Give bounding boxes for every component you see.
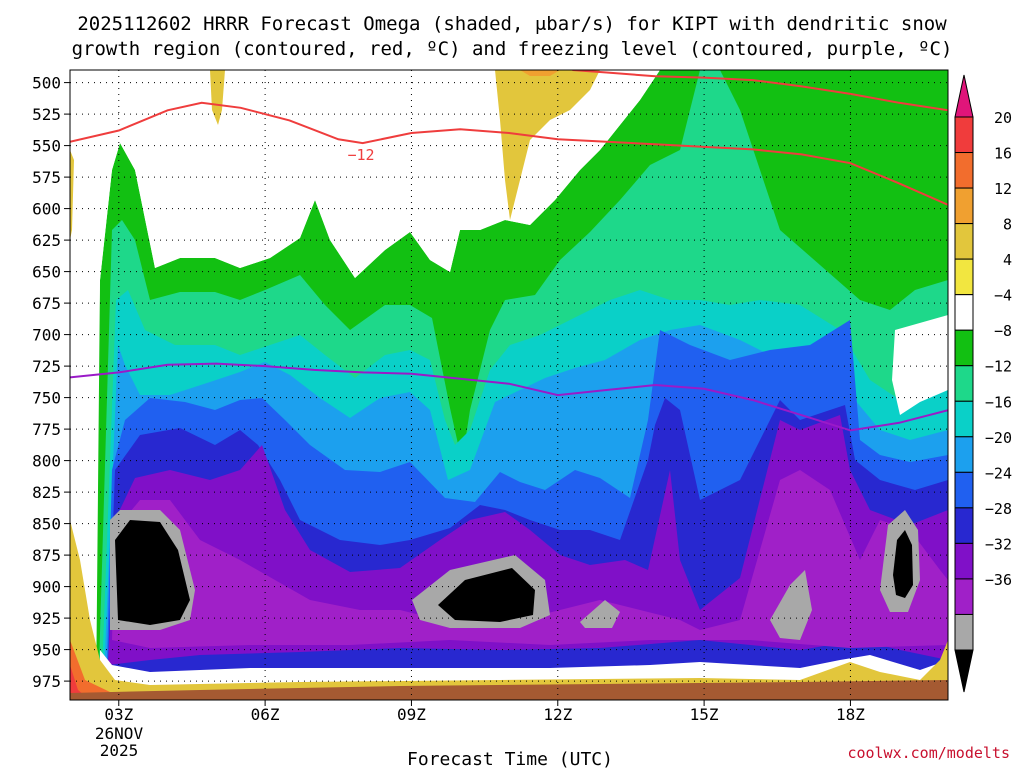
y-tick-label: 650 [32, 263, 61, 282]
chart-title-line2: growth region (contoured, red, ºC) and f… [72, 38, 953, 60]
omega-region-black-1 [115, 520, 190, 625]
colorbar-tick-label: 20 [994, 109, 1012, 127]
y-tick-label: 750 [32, 389, 61, 408]
omega-region-black-2 [438, 568, 535, 622]
omega-region-ground [70, 680, 948, 700]
colorbar-tick-label: −16 [985, 393, 1012, 411]
y-tick-label: 875 [32, 546, 61, 565]
y-tick-label: 525 [32, 105, 61, 124]
colorbar-tick-label: −12 [985, 358, 1012, 376]
colorbar-swatch [954, 152, 974, 189]
x-tick-label: 15Z [690, 705, 719, 724]
y-tick-label: 725 [32, 357, 61, 376]
colorbar-tick-label: −36 [985, 571, 1012, 589]
colorbar-tick-label: −24 [985, 464, 1012, 482]
omega-region-yellow-upper-2 [495, 70, 600, 220]
colorbar-swatch [954, 365, 974, 402]
omega-field [70, 70, 948, 700]
y-tick-label: 950 [32, 641, 61, 660]
colorbar-swatch [954, 471, 974, 509]
y-tick-label: 700 [32, 326, 61, 345]
colorbar-tick-label: −32 [985, 535, 1012, 553]
x-date-label-line1: 26NOV [95, 724, 144, 743]
colorbar-swatch [954, 400, 974, 438]
colorbar-tick-label: −8 [994, 322, 1012, 340]
colorbar-swatch [954, 223, 974, 260]
plot-frame [69, 69, 949, 701]
x-tick-label: 18Z [836, 705, 865, 724]
colorbar-swatch [954, 258, 974, 296]
chart-title-line1: 2025112602 HRRR Forecast Omega (shaded, … [77, 13, 947, 35]
contour-label-background [344, 145, 378, 163]
y-tick-label: 900 [32, 578, 61, 597]
y-tick-label: 625 [32, 231, 61, 250]
colorbar-tick-label: 16 [994, 145, 1012, 163]
colorbar-tick-label: 12 [994, 180, 1012, 198]
x-axis: 03Z 06Z 09Z 12Z 15Z 18Z [104, 700, 865, 724]
colorbar-swatch [954, 329, 974, 367]
omega-region-black-3 [893, 530, 913, 598]
omega-region-red-corner [70, 665, 90, 700]
y-tick-label: 925 [32, 609, 61, 628]
omega-region-white-right [892, 315, 948, 415]
y-tick-label: 850 [32, 515, 61, 534]
colorbar-bottom-arrow [954, 649, 974, 693]
omega-region-gray-4 [770, 570, 812, 640]
y-tick-label: 550 [32, 137, 61, 156]
y-tick-label: 575 [32, 168, 61, 187]
y-tick-label: 800 [32, 452, 61, 471]
omega-region-gray-3 [580, 600, 620, 628]
colorbar-swatch [954, 116, 974, 154]
colorbar-tick-label: 4 [1003, 251, 1012, 269]
colorbar-swatch [954, 436, 974, 473]
y-tick-label: 825 [32, 483, 61, 502]
credit-text: coolwx.com/modelts [847, 744, 1010, 762]
colorbar: 20 16 12 8 4 −4 −8 −12 −16 −20 −24 −28 −32 −36 [954, 74, 1012, 693]
y-tick-label: 600 [32, 200, 61, 219]
colorbar-swatch [954, 507, 974, 544]
y-tick-label: 775 [32, 420, 61, 439]
grid-lines [70, 70, 948, 700]
y-tick-label: 500 [32, 74, 61, 93]
colorbar-swatch [954, 578, 974, 615]
omega-region-violet [112, 470, 948, 648]
x-axis-label: Forecast Time (UTC) [407, 749, 613, 768]
colorbar-swatch [954, 187, 974, 225]
x-tick-label: 03Z [104, 705, 133, 724]
freezing-level-line [70, 362, 948, 432]
colorbar-top-arrow [954, 74, 974, 118]
colorbar-tick-label: −4 [994, 287, 1012, 305]
dgz-contour-top [572, 70, 948, 112]
y-axis: 500 525 550 575 600 625 650 675 700 725 750 775 800 8… [32, 74, 70, 691]
colorbar-swatch [954, 613, 974, 651]
contour-label: −12 [347, 146, 374, 164]
x-tick-label: 12Z [543, 705, 572, 724]
omega-region-yellow-left [70, 150, 74, 240]
omega-region-orange-upper [520, 70, 560, 76]
x-date-label-line2: 2025 [100, 741, 139, 760]
y-tick-label: 975 [32, 672, 61, 691]
omega-region-yellow-upper-1 [210, 70, 225, 125]
x-tick-label: 06Z [251, 705, 280, 724]
colorbar-swatch [954, 294, 974, 331]
dgz-contour-upper [70, 101, 948, 206]
x-tick-label: 09Z [397, 705, 426, 724]
colorbar-tick-label: −28 [985, 500, 1012, 518]
colorbar-tick-label: 8 [1003, 216, 1012, 234]
y-tick-label: 675 [32, 294, 61, 313]
colorbar-tick-label: −20 [985, 429, 1012, 447]
colorbar-swatch [954, 542, 974, 580]
